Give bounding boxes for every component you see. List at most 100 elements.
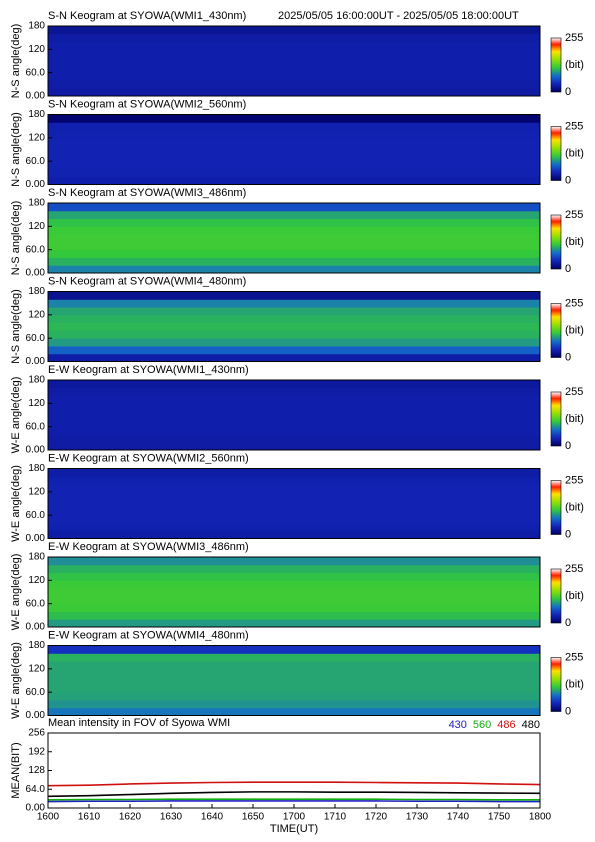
y-tick-label: 180 — [28, 21, 45, 32]
heat-band — [48, 49, 540, 58]
heat-band — [48, 661, 540, 670]
colorbar-tick-label: 255 — [565, 120, 583, 132]
heat-band — [48, 322, 540, 331]
y-tick-label: 60.0 — [26, 67, 46, 78]
x-tick-label: 1750 — [488, 812, 511, 823]
heat-band — [48, 130, 540, 139]
heat-band — [48, 338, 540, 347]
heat-band — [48, 522, 540, 532]
colorbar-tick-label: 255 — [565, 386, 583, 398]
heat-band — [48, 603, 540, 612]
heat-band — [48, 572, 540, 581]
heat-band — [48, 345, 540, 355]
x-tick-label: 1650 — [242, 812, 265, 823]
y-tick-label: 120 — [28, 221, 45, 232]
heat-band — [48, 168, 540, 178]
colorbar-tick-label: 255 — [565, 32, 583, 44]
heat-band — [48, 668, 540, 678]
x-tick-label: 1740 — [447, 812, 470, 823]
series-line — [47, 791, 541, 798]
colorbar — [550, 37, 562, 93]
legend-entry: 480 — [522, 719, 540, 731]
y-tick-label: 180 — [28, 640, 45, 651]
colorbar-label: (bit) — [565, 413, 584, 425]
plot-frame — [47, 114, 541, 185]
heat-band — [48, 161, 540, 170]
colorbar-label: (bit) — [565, 678, 584, 690]
heat-band — [48, 476, 540, 485]
colorbar — [550, 568, 562, 624]
y-tick-label: 192 — [28, 746, 45, 757]
panel-title: E-W Keogram at SYOWA(WMI2_560nm) — [48, 452, 249, 464]
y-tick-label: 0.00 — [26, 91, 46, 102]
heat-band — [48, 265, 540, 274]
y-axis-label: W-E angle(deg) — [10, 465, 22, 542]
y-tick-label: 120 — [28, 575, 45, 586]
y-tick-label: 120 — [28, 486, 45, 497]
colorbar-tick-label: 255 — [565, 297, 583, 309]
colorbar — [550, 657, 562, 712]
y-axis-label: MEAN(BIT) — [10, 742, 22, 798]
panel-title: S-N Keogram at SYOWA(WMI2_560nm) — [48, 98, 246, 110]
heat-band — [48, 330, 540, 339]
colorbar-tick-label: 0 — [565, 705, 571, 717]
y-tick-label: 64.0 — [26, 784, 46, 795]
y-axis-label: N-S angle(deg) — [10, 112, 22, 187]
y-tick-label: 256 — [28, 728, 45, 739]
legend-entry: 486 — [497, 719, 515, 731]
heat-band — [48, 507, 540, 516]
heat-band — [48, 241, 540, 251]
y-tick-label: 120 — [28, 398, 45, 409]
y-axis-label: N-S angle(deg) — [10, 24, 22, 99]
y-tick-label: 180 — [28, 109, 45, 120]
colorbar — [550, 214, 562, 270]
heat-band — [48, 203, 540, 212]
heat-band — [48, 88, 540, 97]
colorbar-label: (bit) — [565, 147, 584, 159]
y-axis-label: W-E angle(deg) — [10, 642, 22, 719]
heat-band — [48, 122, 540, 131]
heat-band — [48, 218, 540, 227]
heat-band — [48, 26, 540, 35]
heat-band — [48, 387, 540, 397]
panel-title: S-N Keogram at SYOWA(WMI3_486nm) — [48, 187, 246, 199]
heat-band — [48, 564, 540, 574]
heat-band — [48, 249, 540, 258]
colorbar-label: (bit) — [565, 590, 584, 602]
colorbar — [550, 126, 562, 181]
heat-band — [48, 72, 540, 81]
plot-frame — [47, 556, 541, 628]
colorbar-tick-label: 0 — [565, 351, 571, 363]
y-tick-label: 120 — [28, 309, 45, 320]
y-tick-label: 60.0 — [26, 421, 46, 432]
heat-band — [48, 645, 540, 654]
heat-band — [48, 314, 540, 324]
heat-band — [48, 114, 540, 123]
heat-band — [48, 307, 540, 316]
heat-band — [48, 395, 540, 404]
heat-band — [48, 57, 540, 66]
y-tick-label: 0.00 — [26, 356, 46, 367]
heat-band — [48, 411, 540, 420]
y-tick-label: 60.0 — [26, 156, 46, 167]
x-tick-label: 1730 — [406, 812, 429, 823]
y-tick-label: 0.00 — [26, 622, 46, 633]
colorbar-label: (bit) — [565, 59, 584, 71]
y-tick-label: 60.0 — [26, 333, 46, 344]
heat-band — [48, 291, 540, 300]
colorbar-tick-label: 0 — [565, 528, 571, 540]
heat-band — [48, 137, 540, 147]
plot-frame — [47, 202, 541, 274]
heat-band — [48, 580, 540, 589]
y-tick-label: 180 — [28, 198, 45, 209]
heat-band — [48, 257, 540, 266]
heat-band — [48, 380, 540, 389]
heat-band — [48, 619, 540, 628]
series-line — [47, 781, 541, 787]
colorbar-tick-label: 0 — [565, 263, 571, 275]
heat-band — [48, 403, 540, 412]
y-tick-label: 180 — [28, 552, 45, 563]
heat-band — [48, 692, 540, 701]
x-tick-label: 1640 — [201, 812, 224, 823]
heat-band — [48, 468, 540, 477]
